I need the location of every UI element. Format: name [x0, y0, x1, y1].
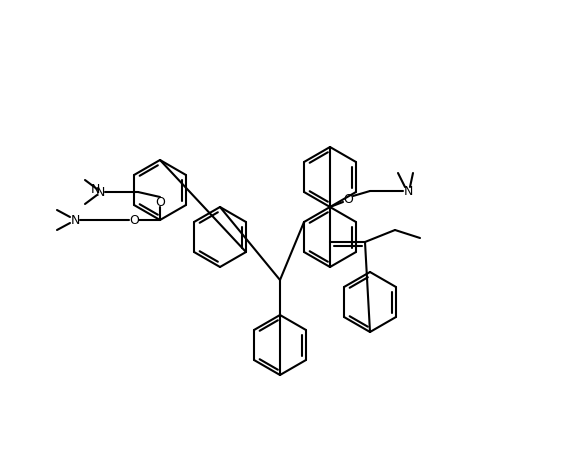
Text: O: O	[343, 192, 353, 206]
Text: N: N	[404, 185, 413, 197]
Text: O: O	[155, 196, 165, 208]
Text: N: N	[95, 185, 105, 198]
Text: O: O	[129, 213, 139, 226]
Text: N: N	[91, 183, 100, 196]
Text: N: N	[70, 213, 80, 226]
